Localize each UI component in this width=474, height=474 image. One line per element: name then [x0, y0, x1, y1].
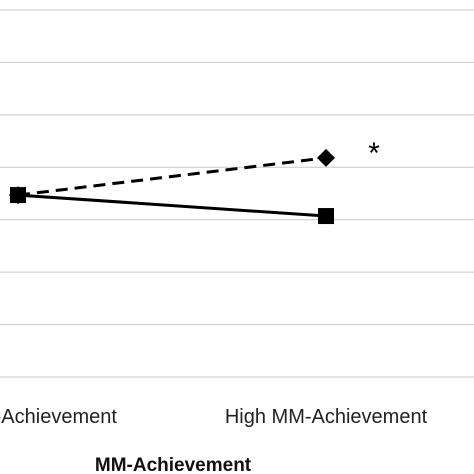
- annotations: *: [368, 137, 380, 170]
- x-tick-label-0: Low MM-Achievement: [0, 406, 117, 428]
- significance-marker-0: *: [368, 137, 380, 170]
- x-axis-title: MM-Achievement: [95, 455, 252, 474]
- grid-lines: [0, 10, 474, 377]
- series-line-1: [18, 195, 326, 216]
- series-line-0: [18, 158, 326, 195]
- series-1-point-0: [10, 187, 26, 203]
- series-layer: [9, 149, 335, 224]
- x-tick-labels: Low MM-Achievement High MM-Achievement: [0, 406, 428, 428]
- series-1-point-1: [318, 208, 334, 224]
- x-tick-label-1: High MM-Achievement: [225, 406, 428, 428]
- series-0-point-1: [317, 149, 335, 167]
